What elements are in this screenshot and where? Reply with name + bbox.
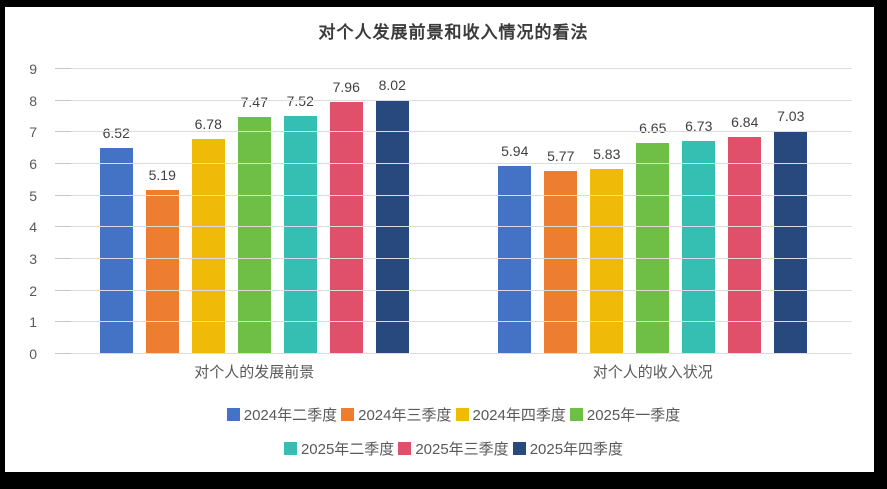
gridline: [55, 226, 852, 228]
chart-canvas: 对个人发展前景和收入情况的看法 0 1 2 3 4 5 6 7 8 9 6.52 5.19 6.78 7…: [5, 7, 874, 472]
legend-swatch: [283, 441, 297, 455]
bar-2025年一季度: 7.47: [237, 94, 271, 354]
legend-row: 2025年二季度 2025年三季度 2025年四季度: [55, 434, 852, 462]
axis-tick-mark: [55, 99, 71, 101]
bar-value-label: 7.52: [286, 92, 314, 109]
bar-value-label: 6.52: [102, 124, 130, 141]
y-axis-tick-label: 1: [29, 314, 37, 331]
legend-label: 2025年四季度: [529, 440, 624, 458]
legend-label: 2025年一季度: [586, 406, 681, 424]
y-axis-tick-label: 5: [29, 187, 37, 204]
axis-tick-mark: [55, 68, 71, 69]
category-label: 对个人的发展前景: [194, 364, 315, 381]
legend-label: 2024年二季度: [243, 406, 338, 424]
legend-swatch: [226, 407, 240, 421]
bar-group: 6.52 5.19 6.78 7.47 7.52 7.96 8.02: [55, 69, 454, 354]
axis-tick-mark: [55, 163, 71, 164]
bar-2025年四季度: 7.03: [774, 108, 808, 354]
legend-label: 2025年三季度: [415, 440, 509, 458]
bar-2024年四季度: 5.83: [590, 146, 624, 354]
y-axis-tick-label: 0: [29, 346, 37, 362]
axis-tick-mark: [55, 226, 71, 228]
gridline: [55, 258, 852, 259]
bar-value-label: 6.78: [194, 116, 222, 133]
chart-title: 对个人发展前景和收入情况的看法: [318, 23, 589, 42]
gridline: [55, 194, 852, 196]
y-axis-tick-label: 2: [29, 282, 37, 299]
bar-2024年二季度: 6.52: [99, 125, 133, 354]
bar-value-label: 6.65: [639, 120, 667, 137]
bar-2025年三季度: 6.84: [728, 114, 762, 354]
bar-groups: 6.52 5.19 6.78 7.47 7.52 7.96 8.02 5.94 5.77 5.83…: [55, 69, 852, 354]
axis-tick-mark: [55, 131, 71, 133]
x-axis-labels: 对个人的发展前景 对个人的收入状况: [55, 361, 852, 382]
bar-value-label: 8.02: [378, 77, 406, 94]
legend-row: 2024年二季度 2024年三季度 2024年四季度 2025年一季度: [55, 400, 852, 428]
y-axis-tick-label: 3: [29, 251, 37, 268]
bar-value-label: 7.96: [332, 78, 360, 95]
legend-item: 2025年二季度: [283, 438, 395, 459]
legend-swatch: [569, 407, 583, 421]
legend-label: 2024年三季度: [358, 406, 452, 424]
bar-2025年一季度: 6.65: [636, 120, 670, 354]
legend-swatch: [512, 441, 526, 455]
legend-item: 2025年三季度: [398, 438, 509, 459]
gridline: [55, 163, 852, 164]
axis-tick-mark: [55, 289, 71, 291]
bar-2024年三季度: 5.77: [544, 148, 578, 354]
bar-value-label: 7.47: [240, 94, 268, 111]
plot-area: 6.52 5.19 6.78 7.47 7.52 7.96 8.02 5.94 5.77 5.83…: [55, 68, 852, 354]
y-axis: 0 1 2 3 4 5 6 7 8 9: [5, 61, 47, 362]
legend-item: 2024年三季度: [341, 404, 452, 425]
y-axis-tick-label: 4: [29, 219, 37, 236]
legend-item: 2024年二季度: [226, 404, 338, 425]
bar-2024年二季度: 5.94: [498, 143, 532, 354]
bar-2025年二季度: 7.52: [283, 93, 317, 354]
axis-tick-mark: [55, 194, 71, 196]
legend: 2024年二季度 2024年三季度 2024年四季度 2025年一季度 2025年二季度…: [55, 400, 852, 468]
y-axis-tick-label: 7: [29, 124, 37, 141]
legend-swatch: [455, 407, 469, 421]
axis-tick-mark: [55, 321, 71, 323]
bar-value-label: 5.77: [547, 148, 575, 165]
legend-label: 2024年四季度: [472, 406, 566, 424]
legend-item: 2025年一季度: [569, 404, 681, 425]
legend-item: 2025年四季度: [512, 438, 624, 459]
bar-2025年三季度: 7.96: [329, 79, 363, 354]
gridline: [55, 321, 852, 323]
bar-2025年二季度: 6.73: [682, 118, 716, 354]
gridline: [55, 131, 852, 133]
legend-swatch: [341, 407, 355, 421]
bar-2024年四季度: 6.78: [191, 116, 225, 354]
gridline: [55, 289, 852, 291]
bar-value-label: 7.03: [777, 108, 805, 125]
gridline: [55, 353, 852, 354]
bar-2024年三季度: 5.19: [145, 167, 179, 354]
bar-group: 5.94 5.77 5.83 6.65 6.73 6.84 7.03: [454, 69, 853, 354]
legend-item: 2024年四季度: [455, 404, 566, 425]
axis-tick-mark: [55, 258, 71, 259]
gridline: [55, 99, 852, 101]
y-axis-tick-label: 9: [29, 61, 37, 77]
bar-value-label: 5.19: [148, 166, 176, 183]
bar-value-label: 5.94: [501, 142, 529, 159]
bar-value-label: 5.83: [593, 146, 621, 163]
y-axis-tick-label: 6: [29, 156, 37, 173]
category-label: 对个人的收入状况: [592, 364, 713, 381]
legend-swatch: [398, 441, 412, 455]
bar-value-label: 6.73: [685, 117, 713, 134]
legend-label: 2025年二季度: [300, 440, 395, 458]
bar-value-label: 6.84: [731, 114, 759, 131]
axis-tick-mark: [55, 353, 71, 354]
gridline: [55, 68, 852, 69]
y-axis-tick-label: 8: [29, 92, 37, 109]
